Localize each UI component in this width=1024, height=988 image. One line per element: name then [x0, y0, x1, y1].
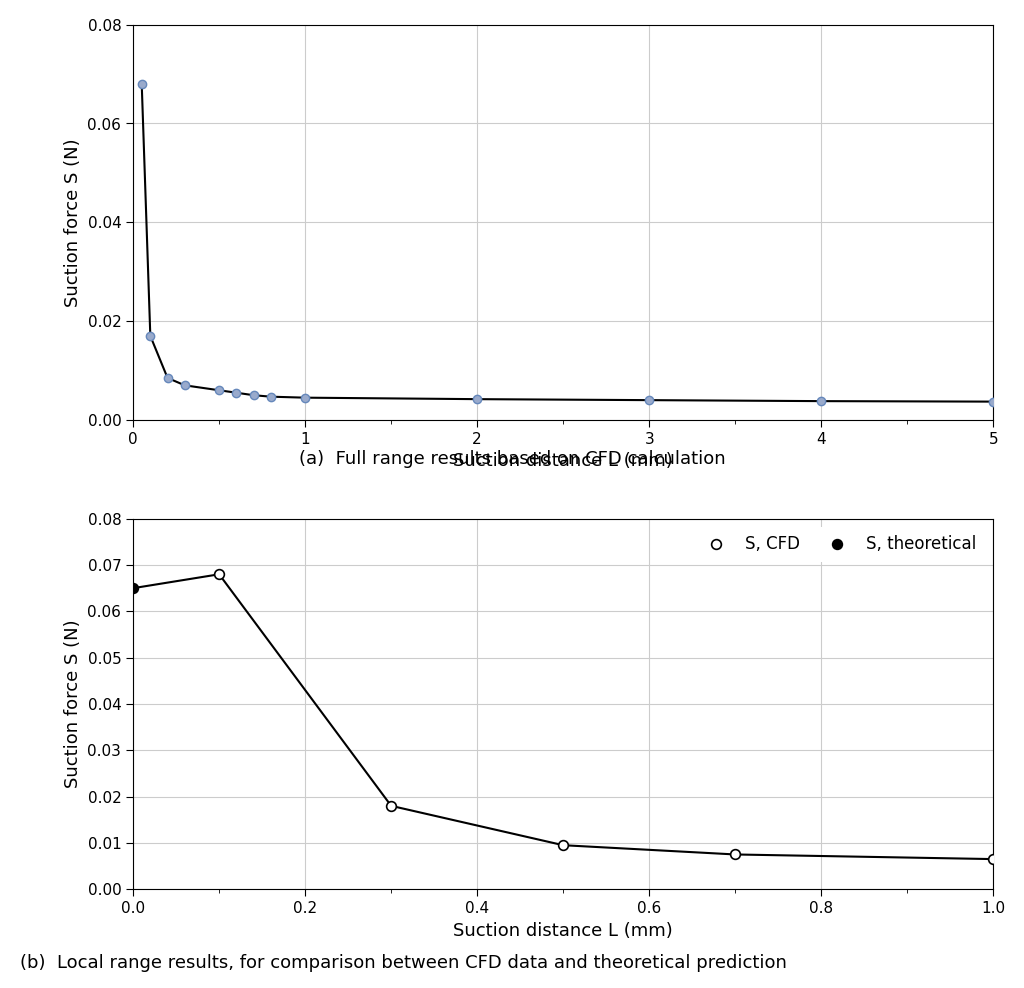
S, CFD [385, 800, 397, 812]
X-axis label: Suction distance L (mm): Suction distance L (mm) [454, 922, 673, 940]
S, CFD [987, 854, 999, 865]
X-axis label: Suction distance L (mm): Suction distance L (mm) [454, 453, 673, 470]
Y-axis label: Suction force S (N): Suction force S (N) [63, 619, 82, 788]
S, CFD [557, 839, 569, 851]
S, CFD [213, 568, 225, 580]
Text: (b)  Local range results, for comparison between CFD data and theoretical predic: (b) Local range results, for comparison … [20, 954, 787, 972]
Y-axis label: Suction force S (N): Suction force S (N) [63, 138, 82, 306]
Text: (a)  Full range results based on CFD calculation: (a) Full range results based on CFD calc… [299, 451, 725, 468]
Line: S, CFD: S, CFD [214, 569, 998, 864]
S, CFD [729, 849, 741, 861]
Legend: S, CFD, S, theoretical: S, CFD, S, theoretical [686, 527, 985, 562]
